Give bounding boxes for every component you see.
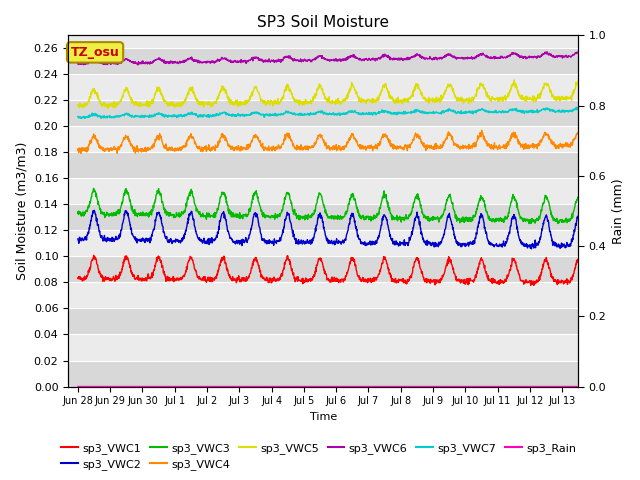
- Line: sp3_VWC6: sp3_VWC6: [78, 52, 595, 65]
- sp3_VWC7: [74, 114, 82, 120]
- sp3_VWC5: [458, 98, 466, 104]
- sp3_VWC4: [458, 145, 466, 151]
- sp3_VWC5: [511, 77, 518, 83]
- sp3_Rain: [533, 384, 541, 389]
- sp3_VWC1: [313, 263, 321, 269]
- sp3_VWC7: [591, 107, 598, 113]
- sp3_VWC4: [584, 144, 592, 150]
- sp3_VWC3: [323, 210, 330, 216]
- sp3_VWC4: [478, 127, 486, 133]
- Legend: sp3_VWC1, sp3_VWC2, sp3_VWC3, sp3_VWC4, sp3_VWC5, sp3_VWC6, sp3_VWC7, sp3_Rain: sp3_VWC1, sp3_VWC2, sp3_VWC3, sp3_VWC4, …: [57, 438, 581, 474]
- sp3_VWC4: [313, 137, 321, 143]
- sp3_VWC6: [313, 55, 321, 60]
- sp3_VWC5: [104, 106, 111, 111]
- sp3_Rain: [312, 384, 320, 389]
- sp3_VWC2: [527, 246, 535, 252]
- sp3_VWC1: [323, 273, 330, 278]
- Y-axis label: Soil Moisture (m3/m3): Soil Moisture (m3/m3): [15, 142, 28, 280]
- Line: sp3_VWC3: sp3_VWC3: [78, 188, 595, 224]
- sp3_VWC2: [584, 244, 592, 250]
- sp3_VWC5: [323, 96, 330, 102]
- sp3_VWC1: [534, 279, 541, 285]
- sp3_VWC6: [155, 55, 163, 61]
- sp3_VWC6: [134, 62, 141, 68]
- sp3_VWC5: [584, 95, 592, 100]
- sp3_VWC3: [586, 221, 593, 227]
- sp3_VWC2: [90, 207, 98, 213]
- sp3_VWC3: [591, 218, 598, 224]
- Bar: [68, 256, 579, 282]
- X-axis label: Time: Time: [310, 412, 337, 422]
- sp3_VWC7: [313, 110, 321, 116]
- sp3_VWC6: [458, 54, 466, 60]
- sp3_VWC3: [458, 219, 466, 225]
- sp3_VWC3: [74, 210, 82, 216]
- sp3_Rain: [591, 384, 598, 389]
- Line: sp3_VWC4: sp3_VWC4: [78, 130, 595, 154]
- sp3_VWC3: [313, 201, 321, 206]
- sp3_Rain: [155, 384, 163, 389]
- sp3_VWC7: [534, 109, 541, 115]
- sp3_VWC1: [90, 252, 97, 258]
- sp3_VWC7: [458, 111, 466, 117]
- sp3_VWC2: [534, 240, 541, 246]
- Line: sp3_VWC1: sp3_VWC1: [78, 255, 595, 285]
- sp3_VWC1: [155, 254, 163, 260]
- Text: TZ_osu: TZ_osu: [70, 46, 120, 59]
- Bar: [68, 204, 579, 230]
- sp3_Rain: [458, 384, 465, 389]
- Bar: [68, 309, 579, 335]
- Line: sp3_VWC5: sp3_VWC5: [78, 80, 595, 108]
- sp3_VWC6: [591, 52, 598, 58]
- sp3_VWC7: [78, 116, 86, 121]
- sp3_VWC4: [323, 146, 330, 152]
- sp3_VWC5: [534, 92, 541, 97]
- sp3_VWC5: [155, 84, 163, 90]
- sp3_VWC5: [74, 102, 82, 108]
- sp3_VWC2: [74, 236, 82, 242]
- sp3_VWC2: [458, 243, 466, 249]
- sp3_VWC6: [584, 52, 592, 58]
- sp3_VWC1: [530, 282, 538, 288]
- Y-axis label: Rain (mm): Rain (mm): [612, 178, 625, 244]
- sp3_VWC5: [313, 89, 321, 95]
- sp3_VWC7: [323, 110, 330, 116]
- sp3_Rain: [323, 384, 330, 389]
- sp3_VWC1: [458, 277, 466, 283]
- sp3_Rain: [74, 384, 82, 389]
- sp3_VWC1: [584, 278, 592, 284]
- Bar: [68, 152, 579, 179]
- Title: SP3 Soil Moisture: SP3 Soil Moisture: [257, 15, 389, 30]
- sp3_VWC5: [591, 96, 598, 102]
- sp3_VWC3: [534, 217, 541, 223]
- sp3_VWC1: [591, 282, 598, 288]
- sp3_VWC7: [584, 108, 592, 114]
- sp3_VWC6: [543, 49, 551, 55]
- sp3_VWC7: [572, 105, 580, 110]
- sp3_VWC2: [323, 237, 330, 242]
- sp3_VWC6: [74, 61, 82, 67]
- sp3_VWC3: [155, 190, 163, 196]
- sp3_Rain: [584, 384, 591, 389]
- Bar: [68, 360, 579, 386]
- sp3_VWC4: [534, 144, 541, 149]
- sp3_VWC2: [313, 222, 321, 228]
- sp3_VWC3: [90, 185, 97, 191]
- sp3_VWC4: [591, 142, 598, 148]
- sp3_VWC1: [74, 275, 82, 281]
- Line: sp3_VWC2: sp3_VWC2: [78, 210, 595, 249]
- Line: sp3_VWC7: sp3_VWC7: [78, 108, 595, 119]
- sp3_VWC6: [323, 57, 330, 63]
- sp3_VWC7: [155, 111, 163, 117]
- Bar: [68, 100, 579, 126]
- sp3_VWC2: [591, 241, 598, 247]
- sp3_VWC3: [584, 218, 592, 224]
- sp3_VWC4: [74, 146, 82, 152]
- sp3_VWC6: [534, 53, 541, 59]
- sp3_VWC2: [155, 209, 163, 215]
- sp3_VWC4: [155, 133, 163, 139]
- Bar: [68, 48, 579, 74]
- sp3_VWC4: [77, 151, 84, 156]
